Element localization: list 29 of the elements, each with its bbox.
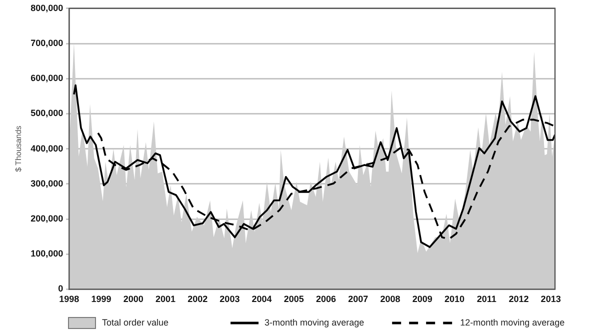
y-tick-label: 700,000: [30, 38, 64, 48]
x-tick-label: 1998: [59, 294, 80, 304]
y-tick-label: 300,000: [30, 178, 64, 188]
legend-label: Total order value: [102, 317, 169, 328]
x-tick-label: 2000: [123, 294, 144, 304]
x-tick-label: 2012: [508, 294, 529, 304]
y-tick-label: 400,000: [30, 143, 64, 154]
x-tick-label: 2003: [220, 294, 240, 304]
x-tick-label: 2001: [155, 294, 176, 304]
y-tick-label: 0: [58, 284, 64, 294]
x-tick-label: 1999: [91, 294, 112, 304]
y-axis-title: $ Thousands: [14, 126, 24, 172]
x-tick-label: 2007: [348, 294, 368, 304]
y-tick-label: 200,000: [30, 213, 64, 224]
x-tick-label: 2005: [284, 294, 304, 304]
x-tick-label: 2011: [476, 294, 496, 304]
x-tick-label: 2006: [316, 294, 336, 304]
x-tick-label: 2002: [188, 294, 208, 304]
y-tick-label: 500,000: [30, 108, 64, 118]
y-tick-label: 800,000: [30, 2, 64, 13]
x-tick-label: 2009: [412, 294, 432, 304]
legend-label: 3-month moving average: [264, 317, 364, 328]
x-tick-label: 2010: [444, 294, 464, 304]
y-tick-label: 100,000: [30, 248, 64, 259]
x-tick-label: 2008: [380, 294, 400, 304]
legend-label: 12-month moving average: [460, 317, 565, 328]
y-tick-label: 600,000: [30, 73, 64, 84]
x-tick-label: 2004: [252, 294, 272, 304]
x-tick-label: 2013: [540, 294, 561, 304]
